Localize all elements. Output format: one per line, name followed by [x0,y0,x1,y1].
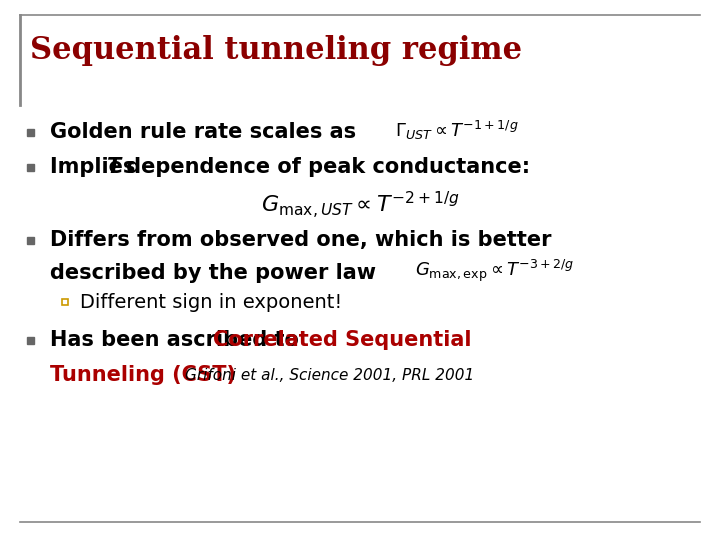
Text: described by the power law: described by the power law [50,263,376,283]
Text: Has been ascribed to: Has been ascribed to [50,330,306,350]
Text: T: T [107,157,121,177]
Text: Golden rule rate scales as: Golden rule rate scales as [50,122,356,142]
Text: Sequential tunneling regime: Sequential tunneling regime [30,35,522,65]
Text: Different sign in exponent!: Different sign in exponent! [80,293,342,312]
Text: $G_{\mathrm{max,}UST} \propto T^{-2+1/g}$: $G_{\mathrm{max,}UST} \propto T^{-2+1/g}… [261,190,459,221]
Bar [27,164,34,171]
Text: $\Gamma_{UST} \propto T^{-1+1/g}$: $\Gamma_{UST} \propto T^{-1+1/g}$ [395,118,518,141]
Bar [27,237,34,244]
Text: Differs from observed one, which is better: Differs from observed one, which is bett… [50,230,552,250]
Text: Correlated Sequential: Correlated Sequential [213,330,472,350]
Text: Tunneling (CST): Tunneling (CST) [50,365,236,385]
Bar [27,336,34,343]
Text: Grifoni et al., Science 2001, PRL 2001: Grifoni et al., Science 2001, PRL 2001 [185,368,474,382]
Bar [27,129,34,136]
Text: $G_{\mathrm{max,exp}} \propto T^{-3+2/g}$: $G_{\mathrm{max,exp}} \propto T^{-3+2/g}… [415,258,575,284]
Text: dependence of peak conductance:: dependence of peak conductance: [119,157,530,177]
Bar [62,299,68,305]
Text: Implies: Implies [50,157,143,177]
